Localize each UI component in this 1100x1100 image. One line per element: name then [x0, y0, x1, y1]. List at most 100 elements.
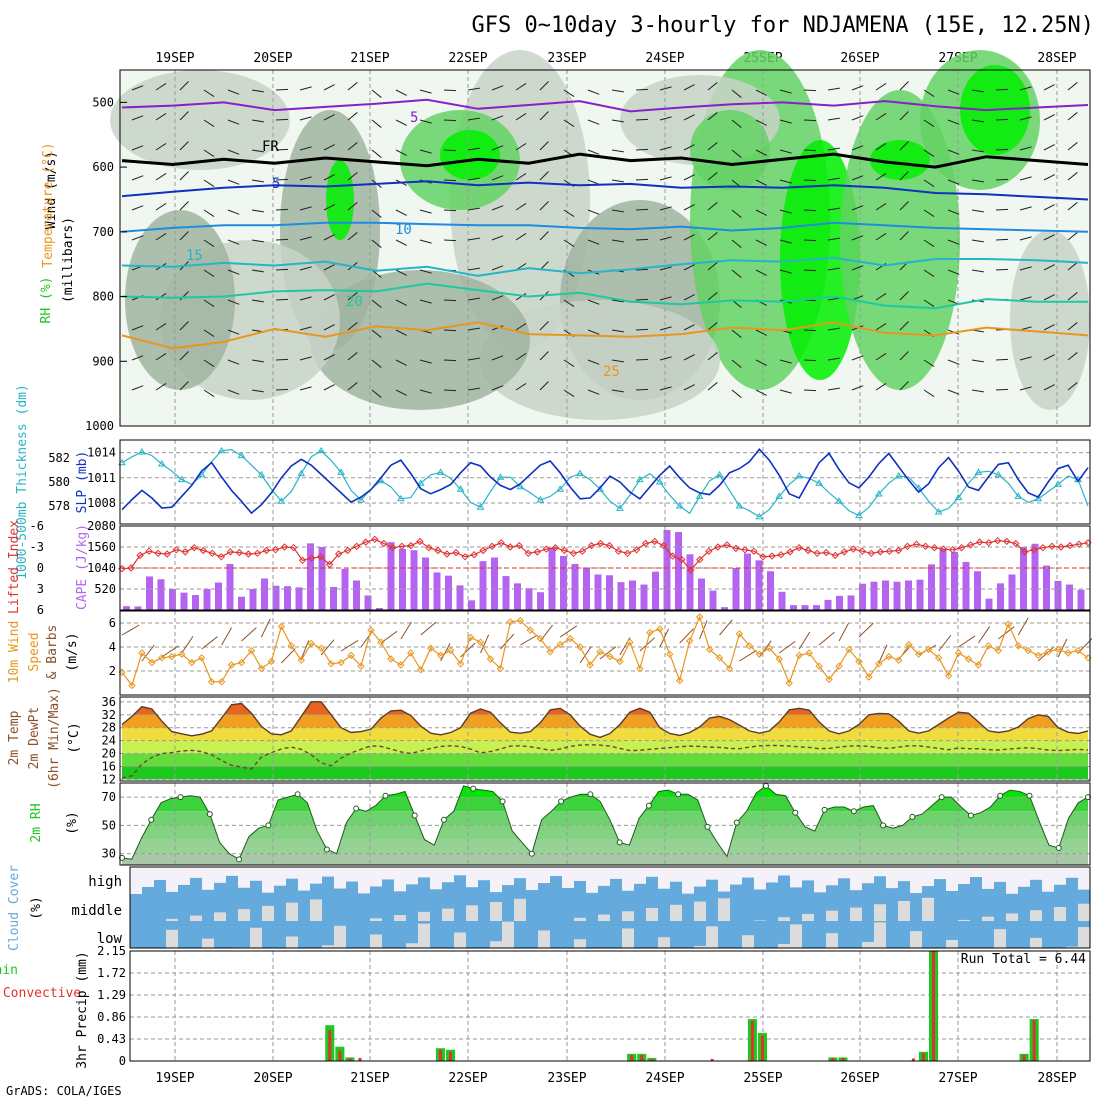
cape-bar-63 [847, 595, 855, 610]
surface-barb-8 [201, 636, 218, 650]
upper-barb-48 [227, 209, 240, 215]
sounding-frame [119, 69, 1091, 427]
thickness-marker-52 [635, 475, 644, 483]
cloud-low-55 [790, 924, 802, 948]
wind-marker-57 [685, 637, 694, 645]
upper-barb-72 [275, 268, 289, 271]
surface-barb-2 [141, 644, 155, 662]
cloud-middle-3 [166, 918, 178, 921]
cape-bar-43 [617, 582, 625, 610]
cape-bar-40 [583, 568, 590, 610]
thickness-marker-36 [476, 503, 485, 510]
surface-barb-62 [739, 649, 757, 662]
surface-barb-84 [958, 635, 976, 648]
upper-barb-279 [731, 209, 742, 218]
thickness-marker-16 [277, 497, 286, 504]
upper-barb-364 [923, 119, 935, 127]
precip-conv-bar-31 [438, 1049, 442, 1061]
upper-barb-373 [923, 389, 935, 397]
cape-bar-8 [215, 582, 222, 610]
cloud-high-79 [1078, 867, 1090, 890]
rh-marker-33 [441, 816, 447, 823]
precip-tick-1.72: 1.72 [97, 966, 126, 980]
lifted-marker-17 [271, 546, 280, 554]
cloud-middle-39 [598, 914, 610, 921]
upper-barb-380 [947, 269, 960, 275]
lifted-marker-100 [1021, 548, 1029, 556]
lifted-tick-6: 6 [37, 603, 44, 617]
wind-marker-90 [1014, 642, 1022, 650]
cloud-middle-77 [1054, 906, 1066, 921]
lifted-marker-96 [984, 539, 993, 547]
upper-barb-81 [299, 206, 312, 211]
rh-region-13 [310, 270, 530, 410]
lifted-marker-73 [777, 550, 785, 559]
upper-barb-395 [971, 389, 984, 393]
wind-marker-76 [875, 660, 883, 668]
wind-marker-66 [775, 655, 783, 663]
wind-marker-26 [377, 638, 385, 646]
lifted-marker-64 [696, 555, 704, 564]
upper-barb-265 [707, 112, 718, 121]
thickness-marker-12 [237, 451, 246, 459]
cloud-high-38 [586, 867, 598, 893]
wind-marker-45 [566, 634, 574, 643]
cape-bar-70 [928, 564, 935, 610]
upper-barb-214 [587, 239, 600, 245]
upper-barb-169 [491, 205, 504, 211]
upper-barb-277 [731, 149, 742, 158]
thickness-marker-58 [695, 492, 704, 499]
upper-barb-420 [1043, 144, 1055, 151]
upper-barb-5 [131, 235, 144, 241]
upper-barb-195 [539, 321, 549, 331]
precip-bars [325, 951, 1039, 1061]
lifted-marker-33 [416, 537, 424, 546]
upper-barb-79 [299, 146, 312, 151]
upper-barb-39 [203, 269, 215, 277]
wind-marker-54 [656, 625, 664, 633]
slp-thickness-lines [118, 446, 1089, 520]
rh-line [121, 785, 1089, 861]
upper-barb-46 [227, 149, 240, 155]
upper-barb-255 [683, 144, 695, 151]
upper-barb-146 [443, 179, 457, 182]
rh-region-10 [440, 130, 500, 180]
temp-band-5 [122, 701, 1088, 715]
cape-bar-2 [146, 576, 153, 610]
cloud-middle-9 [238, 909, 250, 921]
upper-barb-307 [779, 389, 792, 394]
wind-marker-61 [725, 664, 734, 673]
upper-barb-345 [875, 203, 887, 211]
rh-region-11 [326, 160, 354, 240]
temp-line [121, 701, 1089, 739]
wind-marker-87 [984, 642, 993, 650]
cloud-high-58 [826, 867, 838, 886]
upper-barb-14 [155, 173, 167, 181]
upper-barb-77 [299, 86, 312, 91]
lifted-marker-23 [325, 560, 334, 569]
wind-marker-88 [994, 646, 1003, 655]
upper-barb-96 [323, 324, 335, 331]
wind-marker-94 [1054, 645, 1062, 654]
upper-barb-269 [707, 232, 718, 241]
cape-bar-20 [353, 580, 360, 610]
bottom-date-19SEP: 19SEP [155, 1071, 194, 1086]
upper-barb-147 [443, 209, 457, 212]
upper-barb-123 [395, 149, 407, 156]
upper-barb-88 [323, 84, 335, 91]
upper-barb-407 [1019, 86, 1032, 91]
sounding-panel: 5 FR 5 10 15 20 25 500 600 700 800 900 1000 Wind (m… [39, 50, 1091, 433]
surface-barb-6 [181, 636, 194, 654]
minmax-label: (6hr Min/Max) [47, 687, 62, 789]
bottom-date-28SEP: 28SEP [1037, 1071, 1076, 1086]
upper-barb-250 [659, 326, 672, 331]
upper-barb-19 [155, 323, 167, 331]
upper-barb-152 [443, 359, 457, 362]
pressure-tick-700: 700 [92, 225, 114, 239]
wind-marker-73 [845, 645, 853, 654]
wind-marker-78 [895, 656, 903, 664]
cloud-middle-41 [622, 911, 634, 921]
lifted-marker-57 [632, 546, 641, 554]
lifted-marker-13 [235, 548, 244, 557]
cape-bar-10 [238, 596, 245, 610]
